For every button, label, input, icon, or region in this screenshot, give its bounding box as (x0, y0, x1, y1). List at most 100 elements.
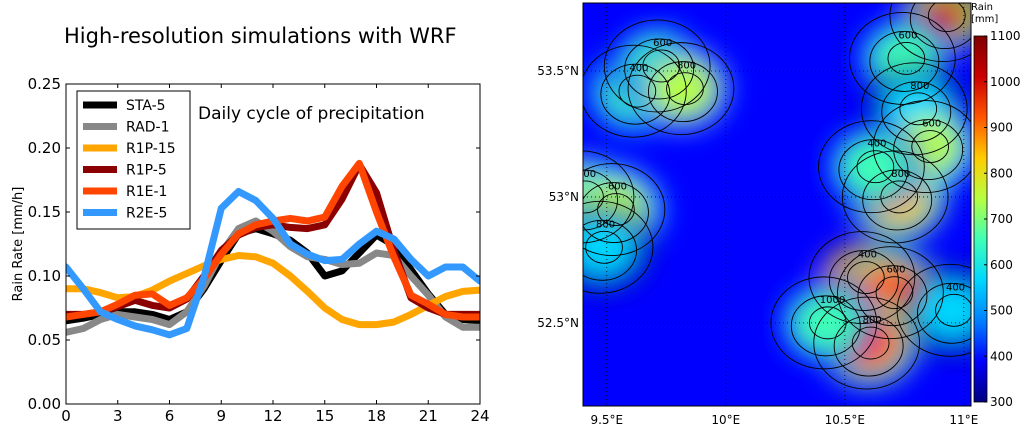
y-tick-label: 0.15 (28, 203, 61, 221)
contour-line (583, 150, 635, 244)
daily-cycle-line-chart: 0 3 6 9 12 15 18 21 24 0.00 0.05 0.10 0.15 0.20 0.25 R… (11, 75, 490, 425)
colorbar-tick-label: 800 (990, 166, 1013, 180)
contour-line (770, 276, 878, 370)
contour-line (833, 315, 904, 377)
contour-line (583, 219, 637, 281)
contour-line (909, 3, 971, 50)
contour-line (583, 200, 654, 294)
contour-label: 800 (677, 61, 696, 72)
contour-line (813, 296, 920, 390)
axes-group: 0 3 6 9 12 15 18 21 24 0.00 0.05 0.10 0.15 0.20 0.25 (28, 75, 490, 425)
contour-label: 800 (891, 169, 910, 180)
y-tick-label: 0.10 (28, 267, 61, 285)
contour-line (808, 231, 916, 324)
contour-line (847, 261, 885, 294)
longitude-label: 9.5°E (590, 413, 623, 427)
contour-line (848, 11, 956, 105)
contour-line (875, 276, 914, 310)
contour-label: 400 (867, 139, 886, 150)
x-tick-label: 24 (470, 407, 489, 425)
contour-line (917, 282, 971, 344)
x-tick-label: 18 (367, 407, 386, 425)
map-graticule (583, 3, 971, 406)
contour-line (828, 250, 899, 311)
contour-label: 800 (910, 81, 929, 92)
contour-label: 400 (577, 169, 596, 180)
x-tick-label: 3 (113, 407, 123, 425)
contour-line (838, 139, 909, 201)
contour-label: 600 (653, 38, 672, 49)
contour-line (896, 263, 971, 357)
contour-line (600, 63, 671, 125)
legend-label: R1E-1 (126, 184, 167, 200)
line-series-group (66, 159, 480, 339)
colorbar-tick-label: 1000 (990, 75, 1021, 89)
contour-lines-group: 400 600 800 400 600 800 400 600 800 800 600 400 400 6… (577, 3, 971, 390)
legend-box (76, 90, 191, 230)
colorbar: Rain[mm] 300 400 500 600 700 800 900 1000 1100 (971, 2, 1021, 409)
x-tick-label: 15 (315, 407, 334, 425)
contour-line (935, 293, 971, 327)
rain-field-core (791, 292, 860, 353)
contour-label: 600 (898, 30, 917, 41)
contour-line (856, 150, 895, 184)
contour-line (618, 74, 657, 108)
contour-line (872, 100, 971, 194)
contour-label: 800 (596, 219, 615, 230)
contour-line (927, 3, 966, 33)
contour-line (887, 41, 926, 75)
contour-line (899, 92, 938, 126)
contour-line (585, 230, 623, 264)
colorbar-tick-label: 300 (990, 395, 1013, 409)
x-tick-label: 6 (165, 407, 175, 425)
rain-map-panel: 400 600 800 400 600 800 400 600 800 800 600 400 400 6… (537, 2, 1021, 427)
contour-label: 400 (858, 250, 877, 261)
colorbar-tick-label: 500 (990, 304, 1013, 318)
longitude-label: 11°E (949, 413, 978, 427)
colorbar-title: [mm] (971, 14, 998, 25)
x-tick-label: 9 (216, 407, 226, 425)
contour-line (666, 72, 704, 106)
series-line-rad-1 (66, 217, 480, 336)
latitude-label: 52.5°N (537, 316, 579, 330)
longitude-label: 10.5°E (825, 413, 865, 427)
longitude-label: 10°E (711, 413, 740, 427)
contour-line (642, 49, 681, 83)
contour-label: 400 (629, 63, 648, 74)
x-tick-label: 21 (419, 407, 438, 425)
legend-label: RAD-1 (126, 120, 169, 136)
x-tick-label: 0 (61, 407, 71, 425)
rain-field-core (648, 58, 717, 119)
x-tick-label: 12 (263, 407, 282, 425)
contour-label: 600 (886, 265, 905, 276)
series-line-r2e-5 (66, 188, 480, 339)
contour-line (841, 150, 949, 244)
rain-field-core (839, 136, 908, 197)
legend-label: R1P-15 (126, 141, 176, 157)
contour-line (808, 306, 847, 340)
contour-line (880, 180, 919, 214)
contour-line (818, 120, 925, 214)
rain-field-core (917, 280, 971, 341)
contour-line (624, 38, 695, 100)
contour-label: 600 (608, 182, 627, 193)
contour-line (583, 163, 666, 256)
contour-line (583, 44, 687, 138)
colorbar-tick-label: 400 (990, 349, 1013, 363)
colorbar-tick-label: 900 (990, 121, 1013, 135)
colorbar-tick-label: 1100 (990, 29, 1021, 43)
contour-line (648, 61, 718, 123)
contour-label: 1000 (820, 295, 845, 306)
legend-label: STA-5 (126, 98, 166, 114)
chart-legend: STA-5 RAD-1 R1P-15 R1P-5 R1E-1 R2E-5 (76, 90, 191, 230)
y-tick-label: 0.20 (28, 139, 61, 157)
inset-chart-title: Daily cycle of precipitation (198, 104, 425, 124)
y-axis-label: Rain Rate [mm/h] (11, 187, 26, 302)
contour-line (627, 42, 735, 136)
contour-line (869, 30, 940, 92)
contour-line (583, 169, 618, 231)
contour-line (837, 246, 944, 340)
legend-label: R2E-5 (126, 206, 167, 222)
contour-line (889, 3, 971, 63)
y-tick-label: 0.25 (28, 75, 61, 93)
